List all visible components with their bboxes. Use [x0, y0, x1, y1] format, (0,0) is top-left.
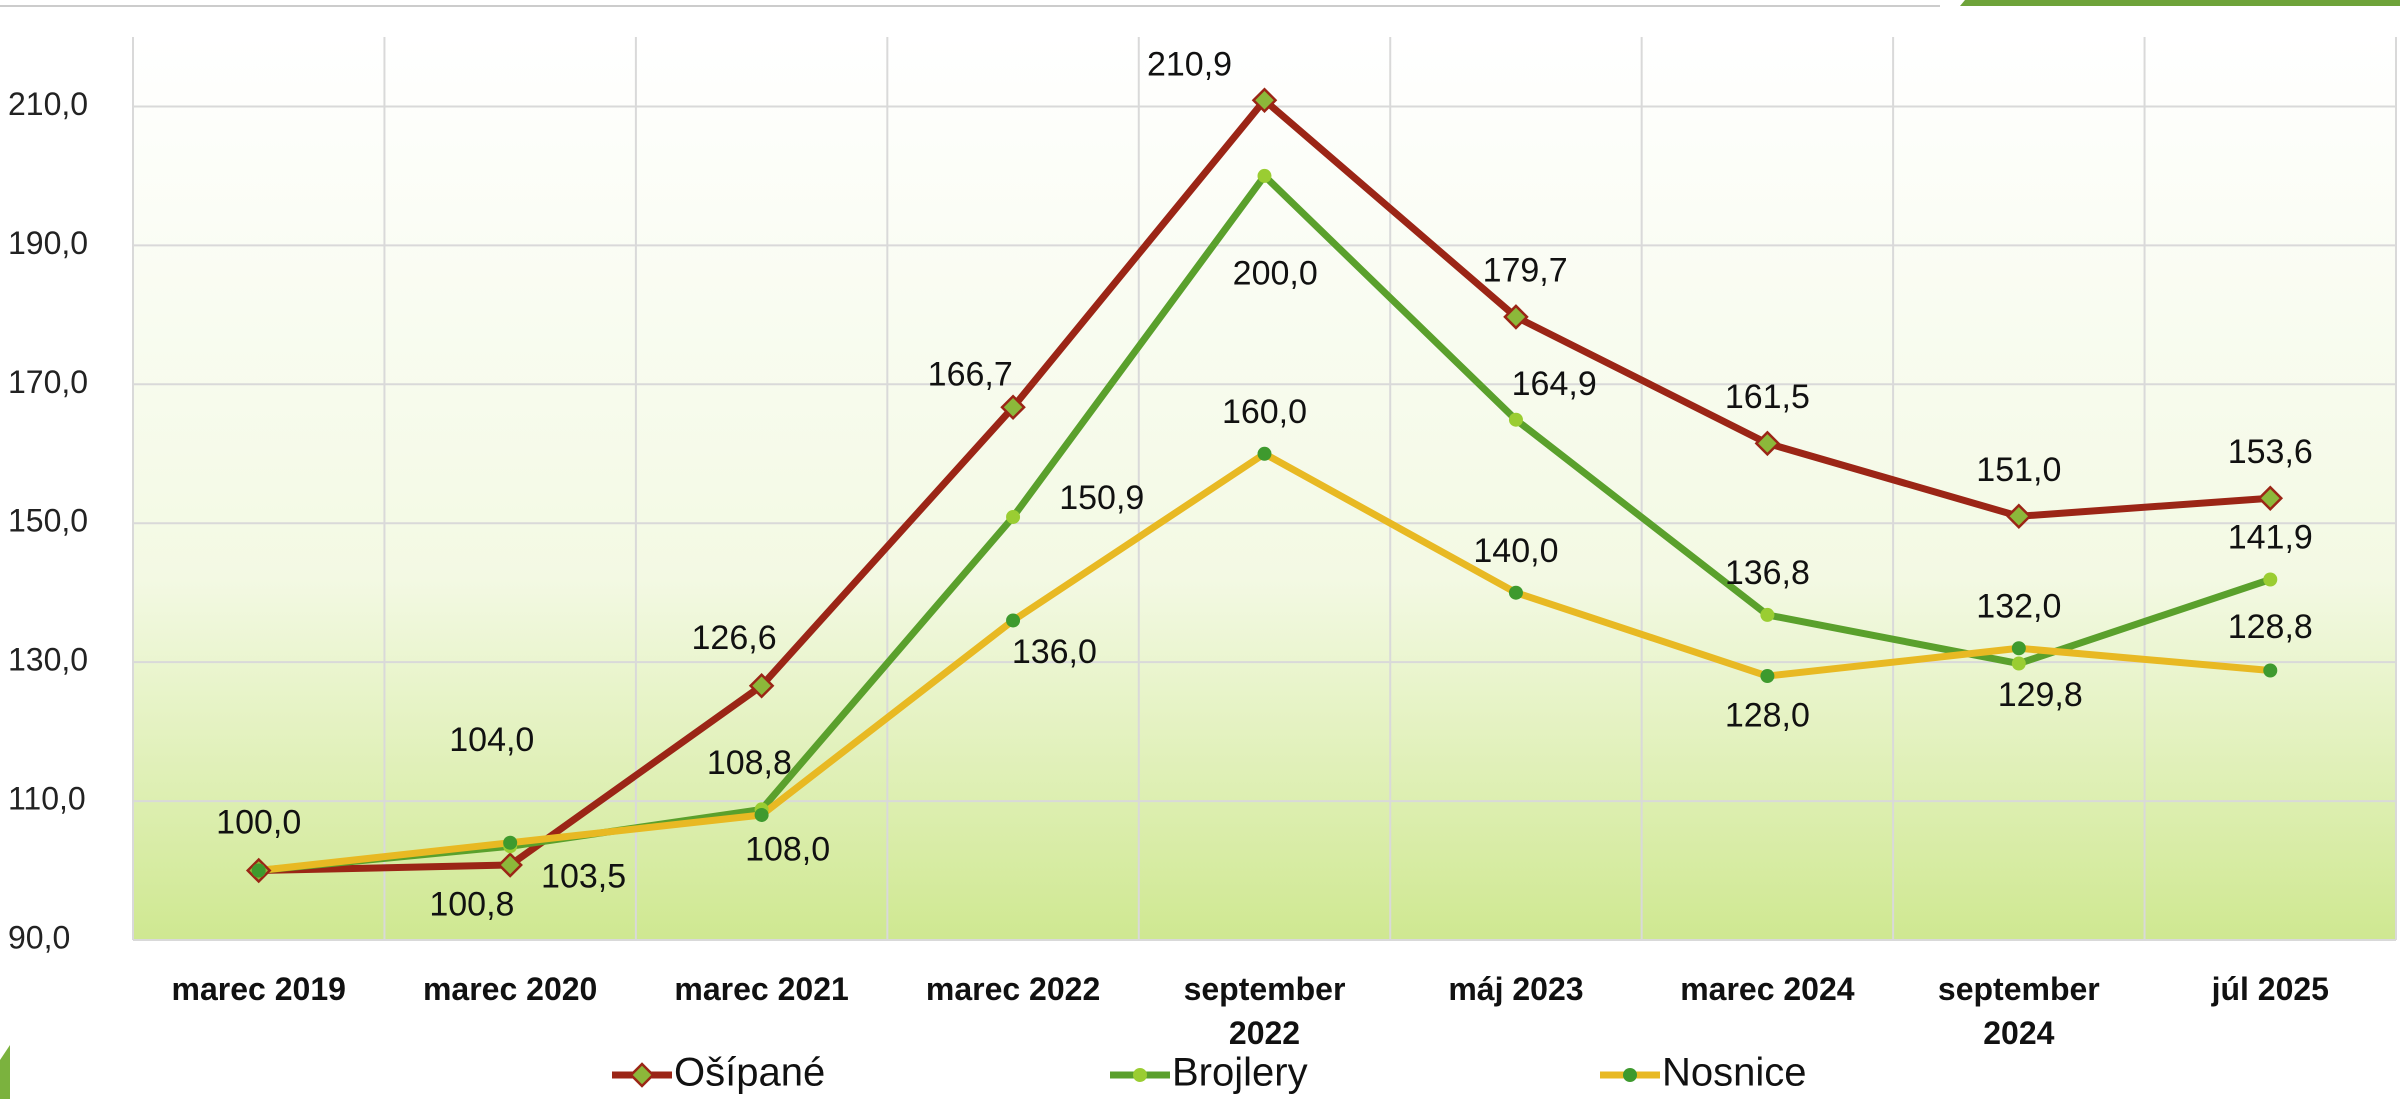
x-tick-label: september 2024	[1937, 971, 2100, 1051]
marker	[2263, 663, 2278, 678]
y-tick-label: 170,0	[8, 364, 88, 400]
marker	[1760, 669, 1775, 684]
data-label: 179,7	[1483, 252, 1568, 290]
marker	[1000, 394, 1026, 420]
marker	[2006, 503, 2032, 530]
y-tick-label: 110,0	[8, 781, 86, 817]
data-label: 210,9	[1147, 46, 1232, 84]
x-tick-label: marec 2019	[171, 971, 346, 1007]
marker	[2263, 572, 2278, 587]
marker	[2257, 485, 2284, 511]
decor	[0, 1045, 10, 1099]
x-tick-label: marec 2024	[1680, 971, 1855, 1007]
data-label: 132,0	[1976, 587, 2061, 625]
x-tick-label: máj 2023	[1448, 971, 1584, 1007]
marker	[251, 863, 266, 878]
legend-label: Nosnice	[1662, 1051, 1807, 1095]
marker	[748, 673, 775, 699]
marker	[1006, 509, 1021, 524]
marker	[2011, 656, 2026, 671]
data-label: 100,8	[429, 885, 514, 923]
data-label: 128,0	[1725, 696, 1810, 734]
data-label: 164,9	[1512, 365, 1597, 403]
marker	[2011, 641, 2026, 656]
data-label: 200,0	[1233, 254, 1318, 292]
marker	[1760, 607, 1775, 622]
x-tick-label: marec 2022	[925, 971, 1101, 1007]
y-tick-label: 90,0	[8, 919, 70, 955]
marker	[497, 852, 523, 878]
data-label: 129,8	[1998, 676, 2083, 714]
marker	[1257, 168, 1272, 183]
decor	[1960, 0, 2400, 6]
data-label: 160,0	[1222, 393, 1307, 431]
marker	[1754, 430, 1781, 457]
legend-label: Brojlery	[1172, 1051, 1308, 1095]
marker	[503, 835, 518, 850]
x-tick-label: júl 2025	[2211, 971, 2329, 1007]
data-label: 161,5	[1725, 378, 1810, 416]
legend-marker	[629, 1062, 655, 1088]
legend-marker	[1623, 1068, 1637, 1082]
x-tick-label: marec 2020	[422, 971, 598, 1007]
data-label: 100,0	[216, 804, 301, 842]
data-label: 136,0	[1012, 633, 1097, 671]
y-tick-label: 150,0	[8, 503, 88, 539]
data-label: 150,9	[1059, 479, 1144, 517]
legend-marker	[1133, 1068, 1147, 1082]
data-label: 126,6	[692, 619, 777, 657]
data-label: 141,9	[2228, 519, 2313, 557]
x-tick-label: marec 2021	[674, 971, 849, 1007]
y-tick-label: 210,0	[8, 86, 88, 122]
data-label: 140,0	[1473, 532, 1558, 570]
marker	[1006, 613, 1021, 628]
marker	[1508, 412, 1523, 427]
x-tick-label: september 2022	[1183, 971, 1346, 1051]
plot-area	[133, 37, 2396, 940]
data-label: 108,8	[707, 744, 792, 782]
marker	[1251, 87, 1278, 113]
marker	[1503, 304, 1529, 330]
y-tick-label: 190,0	[8, 225, 88, 261]
data-label: 128,8	[2228, 608, 2313, 646]
legend-label: Ošípané	[674, 1051, 825, 1095]
y-tick-label: 130,0	[8, 642, 88, 678]
marker	[1257, 446, 1272, 461]
data-label: 136,8	[1725, 554, 1810, 592]
data-label: 103,5	[541, 857, 626, 895]
data-label: 104,0	[449, 721, 534, 759]
marker	[1508, 585, 1523, 600]
data-label: 151,0	[1976, 451, 2061, 489]
data-label: 153,6	[2228, 433, 2313, 471]
data-label: 108,0	[745, 831, 830, 869]
marker	[754, 807, 769, 822]
data-label: 166,7	[928, 356, 1013, 394]
